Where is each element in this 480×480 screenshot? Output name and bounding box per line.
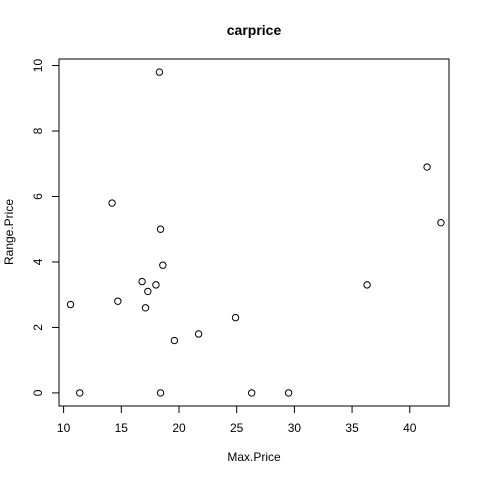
x-tick-label: 25 [230, 421, 244, 435]
data-point [76, 389, 84, 397]
data-point [194, 330, 203, 338]
data-point [114, 297, 122, 305]
y-tick-label: 8 [31, 127, 45, 134]
x-tick-label: 35 [345, 421, 359, 435]
data-point [155, 68, 164, 76]
data-point [363, 281, 371, 289]
data-point [423, 163, 431, 171]
data-point [159, 261, 167, 269]
x-tick-label: 30 [288, 421, 302, 435]
y-axis-label: Range.Price [2, 199, 16, 265]
y-tick-label: 4 [31, 258, 45, 265]
x-tick-label: 10 [57, 421, 71, 435]
chart-title: carprice [227, 22, 282, 38]
data-point [247, 389, 256, 397]
x-axis: 10 15 20 25 30 35 40 [57, 405, 417, 435]
y-tick-label: 6 [31, 193, 45, 200]
x-tick-label: 40 [403, 421, 417, 435]
plot-frame [58, 58, 450, 407]
data-point [144, 287, 152, 296]
y-axis: 0 2 4 6 8 10 [31, 59, 60, 396]
x-axis-label: Max.Price [227, 450, 281, 464]
x-tick-label: 15 [115, 421, 129, 435]
y-tick-label: 2 [31, 324, 45, 331]
data-point [437, 218, 445, 227]
data-point [141, 304, 150, 312]
data-point [152, 281, 160, 289]
data-point [284, 389, 293, 397]
data-point [170, 336, 179, 345]
x-tick-label: 20 [172, 421, 186, 435]
data-point [108, 199, 116, 207]
data-point [156, 225, 165, 233]
data-point [156, 389, 165, 397]
data-point [138, 277, 146, 286]
data-point [231, 313, 240, 322]
y-tick-label: 0 [31, 389, 45, 396]
data-point [66, 300, 75, 309]
y-tick-label: 10 [31, 59, 45, 73]
data-points [66, 68, 445, 397]
